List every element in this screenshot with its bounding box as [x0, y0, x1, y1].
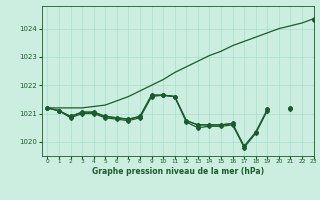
X-axis label: Graphe pression niveau de la mer (hPa): Graphe pression niveau de la mer (hPa): [92, 167, 264, 176]
